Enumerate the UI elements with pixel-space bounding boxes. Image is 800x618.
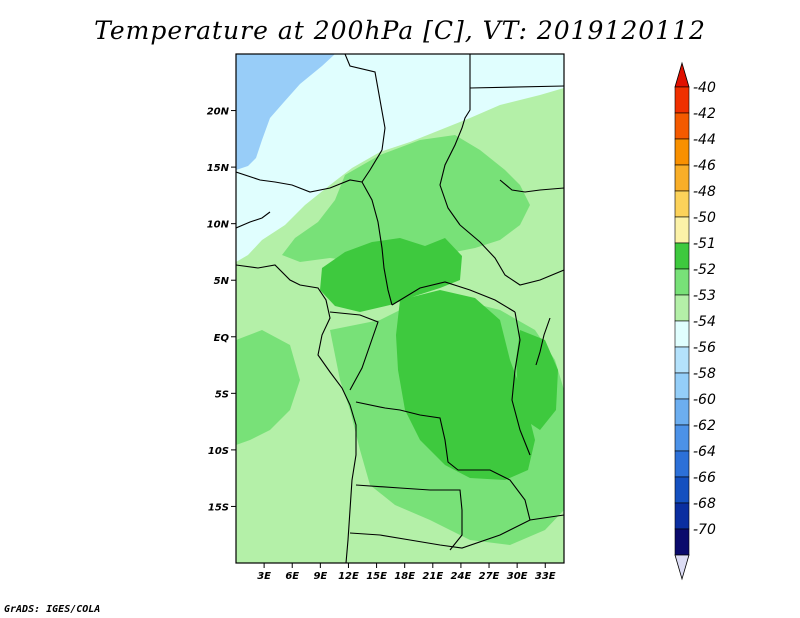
- border-line: [535, 317, 551, 366]
- colorbar-bin: [674, 424, 690, 452]
- lon-tick-label: 15E: [366, 571, 387, 582]
- colorbar-label: -44: [693, 132, 716, 148]
- colorbar-bin: [674, 138, 690, 166]
- lat-tick-label: 5N: [214, 276, 230, 287]
- lon-tick-label: 18E: [394, 571, 415, 582]
- longitude-axis: 3E 6E 9E 12E 15E 18E 21E 24E 27E 30E 33E: [257, 563, 556, 582]
- lat-tick-label: 10N: [207, 220, 230, 231]
- border-line: [499, 179, 564, 193]
- colorbar-label: -56: [693, 340, 716, 356]
- colorbar-bin: [674, 112, 690, 140]
- border-line: [391, 281, 516, 313]
- colorbar-bin: [674, 502, 690, 530]
- field-region-51: [516, 330, 558, 430]
- colorbar-top-arrow: [674, 61, 690, 88]
- colorbar-label: -64: [693, 444, 716, 460]
- border-line: [469, 85, 564, 89]
- colorbar-label: -48: [693, 184, 716, 200]
- latitude-axis: 20N 15N 10N 5N EQ 5S 10S 15S: [207, 107, 236, 513]
- field-region-51: [320, 238, 462, 312]
- colorbar-bin: [674, 216, 690, 244]
- colorbar-bin: [674, 164, 690, 192]
- field-region-51: [396, 290, 535, 480]
- colorbar-bin: [674, 476, 690, 504]
- map-frame: [235, 53, 565, 564]
- lat-tick-label: EQ: [214, 333, 230, 344]
- border-line: [349, 514, 564, 549]
- border-line: [511, 311, 531, 456]
- colorbar-bin: [674, 372, 690, 400]
- colorbar-bin: [674, 242, 690, 270]
- map-title: Temperature at 200hPa [C], VT: 201912011…: [94, 16, 706, 45]
- colorbar-label: -50: [693, 210, 716, 226]
- border-line: [344, 54, 386, 183]
- lon-tick-label: 33E: [535, 571, 556, 582]
- lat-tick-label: 15S: [208, 502, 229, 513]
- border-line: [459, 224, 564, 286]
- border-line: [439, 54, 471, 226]
- field-region-56: [236, 54, 335, 170]
- colorbar-bin: [674, 268, 690, 296]
- lat-tick-label: 15N: [207, 163, 230, 174]
- colorbar-bin: [674, 528, 690, 556]
- lon-tick-label: 30E: [507, 571, 528, 582]
- colorbar-label: -62: [693, 418, 716, 434]
- border-line: [361, 181, 393, 306]
- border-line: [236, 211, 271, 229]
- lon-tick-label: 9E: [313, 571, 327, 582]
- field-region-52: [236, 330, 300, 445]
- colorbar-label: -42: [693, 106, 716, 122]
- lon-tick-label: 21E: [422, 571, 443, 582]
- field-region-52: [282, 135, 530, 262]
- country-borders: [236, 54, 564, 563]
- lon-tick-label: 6E: [285, 571, 299, 582]
- colorbar-bottom-arrow: [674, 554, 690, 581]
- colorbar-bin: [674, 450, 690, 478]
- colorbar-label: -51: [693, 236, 716, 252]
- colorbar-label: -58: [693, 366, 716, 382]
- colorbar-label: -68: [693, 496, 716, 512]
- colorbar-label: -54: [693, 314, 716, 330]
- colorbar-label: -70: [693, 522, 716, 538]
- colorbar-label: -53: [693, 288, 716, 304]
- border-line: [355, 401, 531, 521]
- lat-tick-label: 10S: [208, 446, 229, 457]
- coastline: [236, 264, 357, 563]
- lon-tick-label: 27E: [479, 571, 500, 582]
- colorbar-label: -40: [693, 80, 716, 96]
- field-region-54: [236, 54, 564, 262]
- border-line: [236, 171, 363, 193]
- lon-tick-label: 12E: [338, 571, 359, 582]
- colorbar-label: -60: [693, 392, 716, 408]
- colorbar-bin: [674, 190, 690, 218]
- lat-tick-label: 5S: [215, 389, 229, 400]
- border-line: [329, 311, 379, 391]
- colorbar-bin: [674, 86, 690, 114]
- lat-tick-label: 20N: [207, 107, 230, 118]
- grads-credit: GrADS: IGES/COLA: [4, 604, 101, 615]
- colorbar-label: -46: [693, 158, 716, 174]
- colorbar-bin: [674, 398, 690, 426]
- colorbar: -40 -42 -44 -46 -48 -50 -51 -52 -53 -54 -56 -58 -60 -…: [674, 61, 716, 581]
- colorbar-bin: [674, 320, 690, 348]
- colorbar-label: -52: [693, 262, 716, 278]
- colorbar-bin: [674, 294, 690, 322]
- lon-tick-label: 3E: [257, 571, 271, 582]
- colorbar-bin: [674, 346, 690, 374]
- lon-tick-label: 24E: [451, 571, 472, 582]
- border-line: [355, 484, 463, 551]
- colorbar-label: -66: [693, 470, 716, 486]
